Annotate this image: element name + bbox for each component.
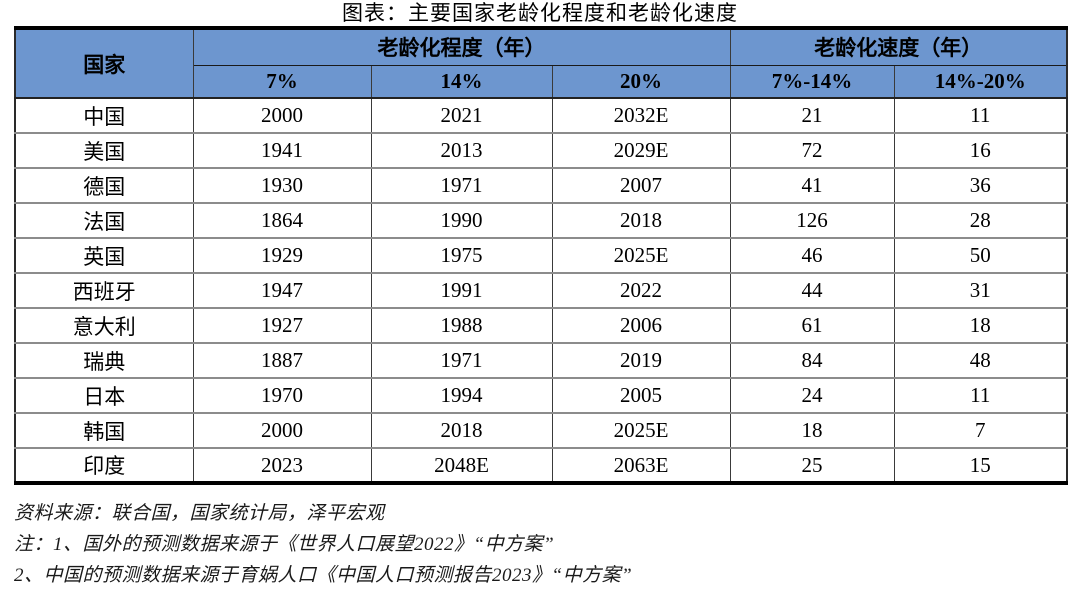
cell-speed-14-20: 28	[893, 202, 1068, 239]
cell-7pct: 2000	[192, 412, 372, 449]
cell-speed-14-20: 50	[893, 237, 1068, 274]
cell-14pct: 1971	[370, 342, 553, 379]
table-row-india: 印度 2023 2048E 2063E 25 15	[14, 447, 1068, 484]
header-group-row: 国家 老龄化程度（年） 老龄化速度（年）	[14, 27, 1068, 99]
cell-speed-14-20: 11	[893, 377, 1068, 414]
cell-14pct: 1971	[370, 167, 553, 204]
table-row-sweden: 瑞典 1887 1971 2019 84 48	[14, 342, 1068, 379]
cell-speed-7-14: 61	[729, 307, 895, 344]
cell-14pct: 2021	[370, 97, 553, 134]
cell-country: 韩国	[14, 412, 194, 449]
cell-country: 美国	[14, 132, 194, 169]
table-row-spain: 西班牙 1947 1991 2022 44 31	[14, 272, 1068, 309]
table-row-france: 法国 1864 1990 2018 126 28	[14, 202, 1068, 239]
cell-20pct: 2007	[551, 167, 731, 204]
cell-20pct: 2018	[551, 202, 731, 239]
cell-20pct: 2025E	[551, 237, 731, 274]
cell-speed-7-14: 126	[729, 202, 895, 239]
cell-20pct: 2063E	[551, 447, 731, 484]
cell-speed-14-20: 36	[893, 167, 1068, 204]
cell-speed-14-20: 7	[893, 412, 1068, 449]
header-country: 国家	[14, 27, 194, 99]
table-row-korea: 韩国 2000 2018 2025E 18 7	[14, 412, 1068, 449]
cell-speed-7-14: 84	[729, 342, 895, 379]
cell-20pct: 2005	[551, 377, 731, 414]
cell-7pct: 1970	[192, 377, 372, 414]
cell-speed-14-20: 16	[893, 132, 1068, 169]
cell-speed-7-14: 72	[729, 132, 895, 169]
cell-country: 西班牙	[14, 272, 194, 309]
cell-20pct: 2032E	[551, 97, 731, 134]
cell-7pct: 1947	[192, 272, 372, 309]
source-note: 资料来源：联合国，国家统计局，泽平宏观	[14, 503, 385, 524]
cell-14pct: 2048E	[370, 447, 553, 484]
table-row-uk: 英国 1929 1975 2025E 46 50	[14, 237, 1068, 274]
table-row-usa: 美国 1941 2013 2029E 72 16	[14, 132, 1068, 169]
aging-table: 国家 老龄化程度（年） 老龄化速度（年） 7% 14% 20% 7%-14% 1…	[14, 26, 1069, 485]
cell-speed-7-14: 24	[729, 377, 895, 414]
header-sub-row: 7% 14% 20% 7%-14% 14%-20%	[15, 64, 1068, 99]
cell-20pct: 2022	[551, 272, 731, 309]
cell-country: 德国	[14, 167, 194, 204]
cell-country: 印度	[14, 447, 194, 484]
table-row-germany: 德国 1930 1971 2007 41 36	[14, 167, 1068, 204]
header-col-14pct: 14%	[370, 64, 553, 99]
cell-speed-7-14: 18	[729, 412, 895, 449]
header-col-14-20pct: 14%-20%	[893, 64, 1068, 99]
cell-country: 英国	[14, 237, 194, 274]
cell-country: 日本	[14, 377, 194, 414]
cell-speed-7-14: 46	[729, 237, 895, 274]
cell-speed-14-20: 15	[893, 447, 1068, 484]
cell-14pct: 1990	[370, 202, 553, 239]
header-col-7-14pct: 7%-14%	[729, 64, 895, 99]
table-row-japan: 日本 1970 1994 2005 24 11	[14, 377, 1068, 414]
header-col-20pct: 20%	[551, 64, 731, 99]
cell-country: 法国	[14, 202, 194, 239]
cell-20pct: 2019	[551, 342, 731, 379]
table-header: 国家 老龄化程度（年） 老龄化速度（年） 7% 14% 20% 7%-14% 1…	[14, 27, 1068, 99]
cell-7pct: 1864	[192, 202, 372, 239]
cell-14pct: 1975	[370, 237, 553, 274]
cell-7pct: 1941	[192, 132, 372, 169]
header-col-7pct: 7%	[192, 64, 372, 99]
cell-speed-7-14: 25	[729, 447, 895, 484]
cell-20pct: 2025E	[551, 412, 731, 449]
cell-7pct: 2000	[192, 97, 372, 134]
cell-speed-14-20: 48	[893, 342, 1068, 379]
cell-14pct: 2018	[370, 412, 553, 449]
cell-14pct: 1988	[370, 307, 553, 344]
cell-country: 瑞典	[14, 342, 194, 379]
cell-7pct: 1927	[192, 307, 372, 344]
cell-7pct: 1930	[192, 167, 372, 204]
cell-country: 中国	[14, 97, 194, 134]
cell-country: 意大利	[14, 307, 194, 344]
cell-speed-14-20: 11	[893, 97, 1068, 134]
cell-7pct: 1929	[192, 237, 372, 274]
footnote-1: 注：1、国外的预测数据来源于《世界人口展望2022》“中方案”	[14, 534, 555, 555]
cell-7pct: 2023	[192, 447, 372, 484]
chart-title: 图表：主要国家老龄化程度和老龄化速度	[342, 1, 738, 25]
notes-block: 资料来源：联合国，国家统计局，泽平宏观 注：1、国外的预测数据来源于《世界人口展…	[14, 498, 1080, 591]
cell-20pct: 2006	[551, 307, 731, 344]
header-aging-degree-group: 老龄化程度（年）	[192, 27, 731, 66]
cell-14pct: 1991	[370, 272, 553, 309]
cell-speed-14-20: 31	[893, 272, 1068, 309]
table-row-italy: 意大利 1927 1988 2006 61 18	[14, 307, 1068, 344]
cell-speed-14-20: 18	[893, 307, 1068, 344]
header-aging-speed-group: 老龄化速度（年）	[729, 27, 1068, 66]
cell-7pct: 1887	[192, 342, 372, 379]
cell-speed-7-14: 44	[729, 272, 895, 309]
cell-20pct: 2029E	[551, 132, 731, 169]
cell-14pct: 2013	[370, 132, 553, 169]
table-body: 中国 2000 2021 2032E 21 11 美国 1941 2013 20…	[14, 97, 1068, 484]
cell-14pct: 1994	[370, 377, 553, 414]
cell-speed-7-14: 21	[729, 97, 895, 134]
footnote-2: 2、中国的预测数据来源于育娲人口《中国人口预测报告2023》“中方案”	[14, 565, 633, 586]
cell-speed-7-14: 41	[729, 167, 895, 204]
table-row-china: 中国 2000 2021 2032E 21 11	[14, 97, 1068, 134]
